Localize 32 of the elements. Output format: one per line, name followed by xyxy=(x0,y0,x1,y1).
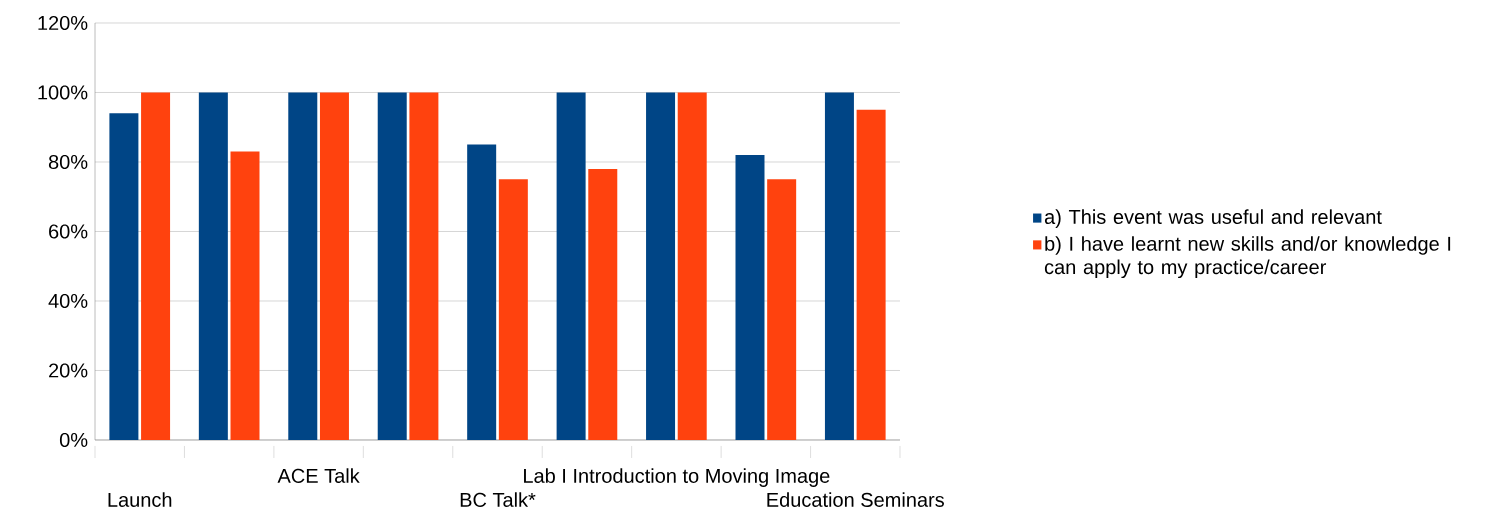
bar xyxy=(409,92,439,440)
y-tick-label: 120% xyxy=(38,15,88,31)
bar xyxy=(767,179,797,440)
y-tick-label: 20% xyxy=(49,363,88,378)
bar xyxy=(588,168,618,440)
x-tick-label: Lab I Introduction to Moving Image xyxy=(524,468,830,487)
y-tick-label: 100% xyxy=(38,85,88,100)
x-tick-label: BC Talk* xyxy=(460,492,536,507)
bar xyxy=(677,92,707,440)
bar xyxy=(498,179,528,440)
y-tick-label: 80% xyxy=(48,154,88,170)
bar xyxy=(319,92,349,440)
x-tick-label: Education Seminars xyxy=(767,492,944,507)
x-tick-label: ACE Talk xyxy=(277,468,360,483)
bar xyxy=(824,92,854,440)
bar xyxy=(230,151,260,440)
bar xyxy=(646,92,676,440)
bar xyxy=(377,92,407,440)
bar xyxy=(856,109,886,440)
y-tick-label: 0% xyxy=(59,432,88,448)
bar xyxy=(141,92,171,440)
bar xyxy=(467,144,497,440)
legend-label: b) I have learnt new skills and/or knowledge I can apply to my practice/career xyxy=(1044,236,1451,279)
bar xyxy=(288,92,318,440)
bar xyxy=(109,113,139,440)
y-tick-label: 60% xyxy=(49,224,88,239)
bar xyxy=(198,92,228,440)
bar xyxy=(735,155,765,440)
bar xyxy=(556,92,586,440)
x-tick-label: Launch xyxy=(108,492,172,507)
legend-label: a) This event was useful and relevant xyxy=(1044,209,1382,228)
y-tick-label: 40% xyxy=(48,293,88,309)
